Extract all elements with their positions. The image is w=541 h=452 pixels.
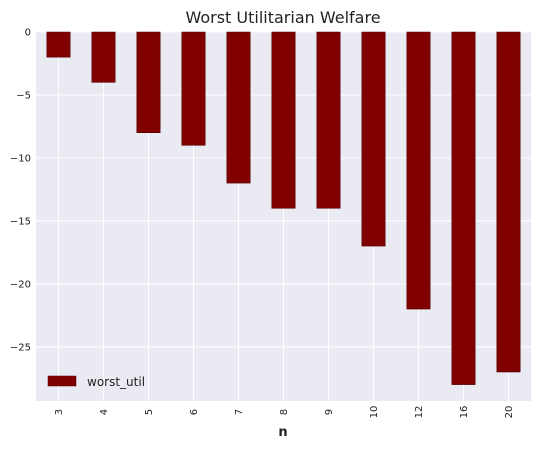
x-tick-label: 6: [189, 409, 200, 415]
x-axis-label: n: [278, 425, 287, 440]
chart-title: Worst Utilitarian Welfare: [185, 8, 380, 27]
bar: [406, 31, 431, 310]
x-tick-label: 20: [504, 406, 515, 419]
y-tick-label: −20: [10, 279, 31, 290]
x-tick-label: 3: [54, 409, 65, 415]
x-axis-ticks: 3 4 5 6 7 8 9 10 12 16 20: [54, 406, 515, 419]
bar: [91, 31, 116, 83]
x-tick-label: 5: [144, 409, 155, 415]
x-tick-label: 8: [279, 409, 290, 415]
x-tick-label: 10: [369, 406, 380, 419]
y-tick-label: 0: [25, 28, 31, 39]
y-tick-label: −5: [16, 90, 31, 101]
x-tick-label: 12: [414, 406, 425, 419]
bar: [46, 31, 71, 58]
legend: worst_util: [47, 375, 145, 389]
bar: [181, 31, 206, 146]
x-tick-label: 4: [99, 409, 110, 415]
x-tick-label: 7: [234, 409, 245, 415]
legend-label: worst_util: [87, 375, 145, 389]
bar: [316, 31, 341, 209]
y-tick-label: −10: [10, 153, 31, 164]
legend-swatch: [47, 375, 77, 387]
bar: [361, 31, 386, 247]
x-tick-label: 16: [459, 406, 470, 419]
y-tick-label: −25: [10, 342, 31, 353]
bar: [136, 31, 161, 134]
bar: [271, 31, 296, 209]
y-tick-label: −15: [10, 216, 31, 227]
bars: [46, 31, 521, 385]
bar: [496, 31, 521, 373]
y-axis-ticks: 0 −5 −10 −15 −20 −25: [10, 28, 31, 354]
bar: [226, 31, 251, 184]
x-tick-label: 9: [324, 409, 335, 415]
bar: [451, 31, 476, 385]
